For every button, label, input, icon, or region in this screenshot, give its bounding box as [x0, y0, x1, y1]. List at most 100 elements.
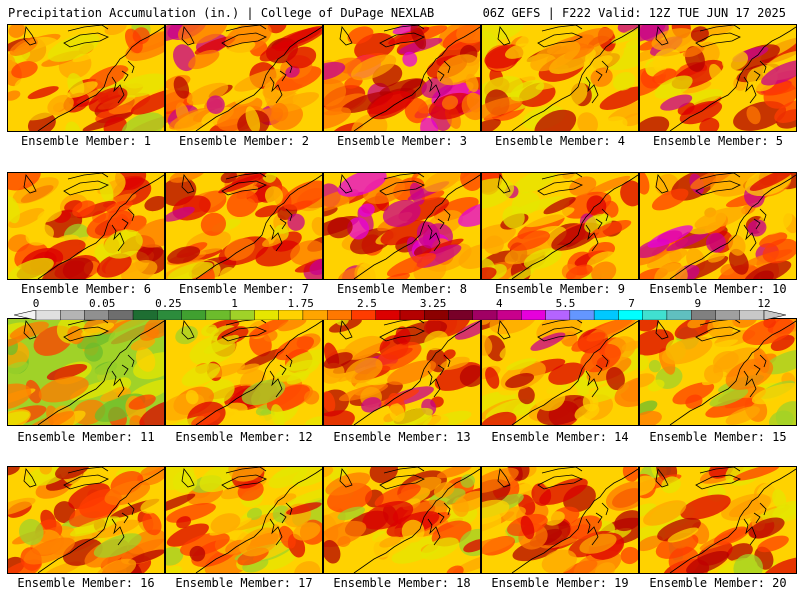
colorbar-swatch [472, 310, 498, 320]
precip-blob [362, 501, 414, 530]
precip-blob [505, 373, 535, 388]
precip-blob [757, 535, 789, 553]
precip-field [640, 319, 796, 425]
precip-blob [679, 101, 723, 125]
bay-outline [111, 208, 135, 252]
precip-blob [728, 248, 749, 275]
precip-blob [539, 478, 588, 505]
precip-field [8, 25, 164, 131]
precip-blob [72, 200, 95, 217]
precip-blob [39, 467, 52, 475]
precip-blob [368, 90, 412, 120]
ensemble-member-map [165, 318, 323, 426]
precip-blob [93, 533, 142, 558]
precip-blob [324, 362, 345, 384]
bay-outline [743, 60, 767, 104]
precip-blob [8, 559, 42, 573]
precip-blob [709, 388, 749, 407]
precip-field [324, 319, 480, 425]
ensemble-member-map [165, 466, 323, 574]
precip-field [8, 467, 164, 573]
precip-blob [246, 507, 263, 521]
precip-blob [169, 173, 206, 183]
precip-blob [518, 386, 535, 405]
precip-blob [640, 373, 655, 388]
precip-blob [166, 503, 216, 523]
precip-blob [482, 25, 525, 41]
precip-blob [513, 173, 556, 194]
precip-blob [128, 394, 156, 410]
precip-blob [706, 232, 726, 253]
precip-blob [173, 76, 190, 99]
precip-blob [575, 373, 590, 400]
lake-outline [537, 173, 583, 196]
precip-field [8, 319, 164, 425]
ensemble-member-map [323, 318, 481, 426]
precip-blob [461, 93, 480, 121]
precip-blob [534, 109, 577, 131]
precip-blob [587, 175, 631, 196]
precip-blob [121, 112, 164, 131]
precip-blob [128, 549, 164, 564]
run-info: 06Z GEFS | F222 Valid: 12Z TUE JUN 17 20… [482, 6, 786, 20]
lake-outline [221, 25, 267, 48]
precip-blob [651, 188, 689, 211]
ensemble-member-map [7, 318, 165, 426]
precip-blob [544, 511, 565, 526]
precip-blob [482, 390, 520, 417]
lake-outline [221, 319, 267, 342]
precip-blob [8, 257, 54, 279]
precip-blob [482, 96, 523, 119]
precip-blob [324, 540, 341, 564]
precip-blob [324, 467, 334, 478]
precip-blob [746, 106, 761, 125]
precip-blob [577, 112, 598, 131]
precip-blob [654, 262, 688, 279]
precip-blob [324, 79, 347, 107]
colorbar-swatch [229, 310, 255, 320]
precip-blob [8, 497, 36, 517]
precip-blob [345, 357, 383, 384]
lake-outline [655, 320, 669, 340]
precip-blob [77, 330, 116, 350]
precip-blob [640, 116, 670, 131]
precip-blob [401, 519, 425, 543]
precip-blob [482, 335, 493, 356]
lake-outline [339, 320, 353, 340]
precip-blob [274, 66, 322, 92]
coastline [353, 26, 480, 131]
precip-blob [751, 382, 796, 405]
bay-outline [427, 60, 451, 104]
bay-outline [427, 208, 451, 252]
colorbar-label: 0 [32, 297, 40, 310]
bay-outline [427, 354, 451, 398]
lake-outline [221, 467, 267, 490]
precip-blob [772, 489, 787, 509]
precip-blob [67, 81, 98, 98]
precip-blob [175, 325, 198, 345]
colorbar-label: 2.5 [356, 297, 377, 310]
precip-blob [8, 341, 30, 368]
precip-blob [8, 53, 16, 72]
coastline [37, 468, 164, 573]
precip-blob [612, 71, 636, 91]
precip-blob [341, 91, 394, 114]
precip-blob [574, 403, 600, 421]
precip-blob [347, 26, 374, 45]
precip-blob [482, 536, 515, 555]
precip-blob [657, 517, 701, 542]
precip-blob [188, 49, 220, 70]
colorbar-swatch [327, 310, 352, 320]
colorbar-swatch [108, 310, 134, 320]
bay-outline [111, 502, 135, 546]
precip-blob [282, 180, 322, 210]
precip-blob [704, 364, 724, 384]
precip-blob [775, 401, 796, 425]
lake-outline [695, 173, 741, 196]
bay-outline [585, 208, 609, 252]
lake-outline [63, 173, 109, 196]
ensemble-member-map [7, 172, 165, 280]
precip-blob [369, 467, 398, 484]
precip-blob [759, 232, 788, 248]
precip-blob [404, 97, 429, 124]
